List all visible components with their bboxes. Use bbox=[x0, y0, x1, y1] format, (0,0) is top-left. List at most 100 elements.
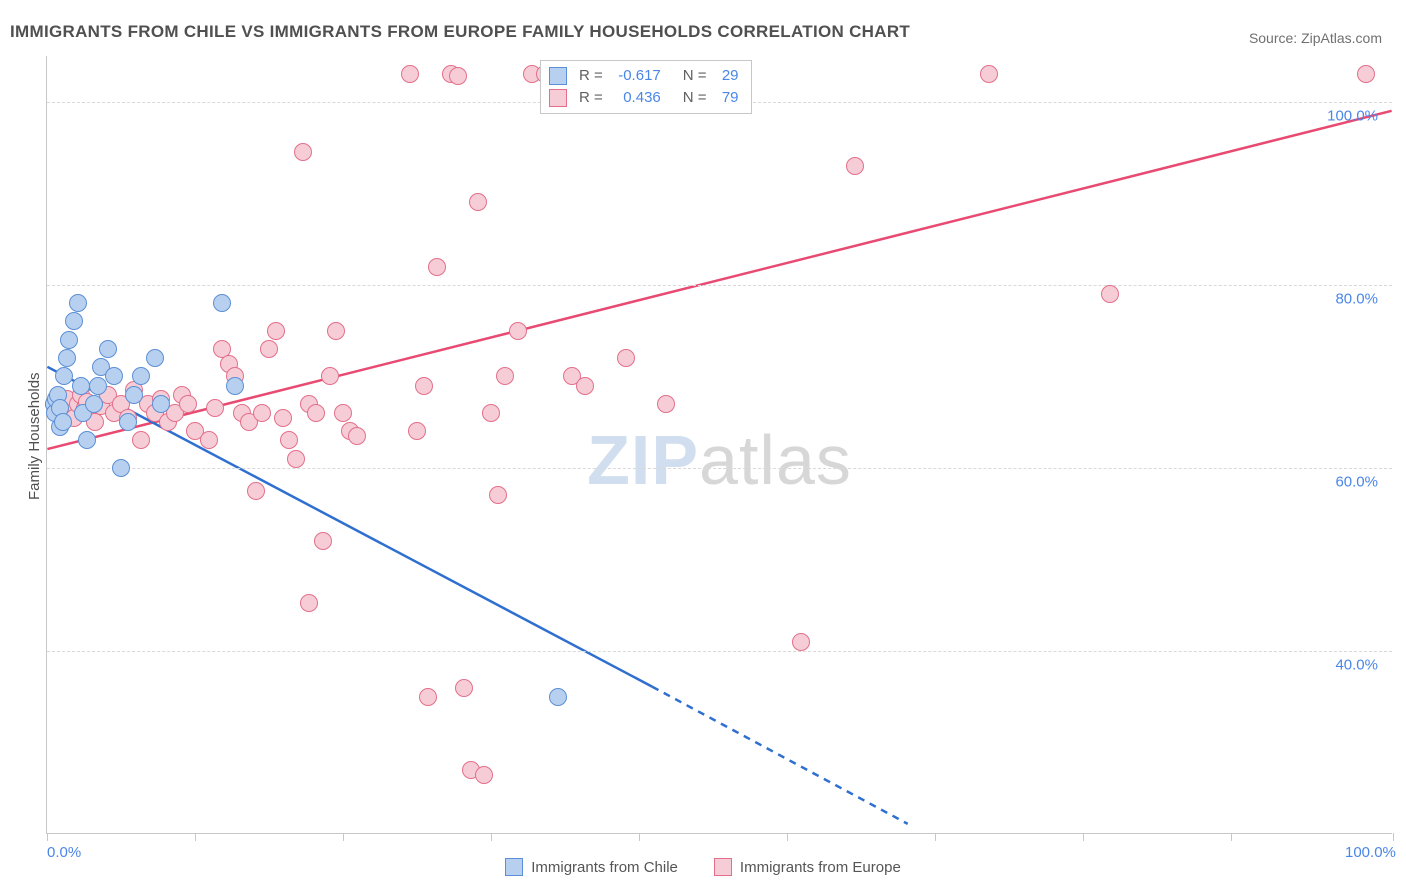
stats-n-value: 79 bbox=[715, 87, 739, 109]
stats-row: R = 0.436 N = 79 bbox=[549, 87, 739, 109]
x-tick bbox=[787, 833, 788, 841]
grid-line bbox=[47, 651, 1392, 652]
chile-point bbox=[119, 413, 137, 431]
europe-point bbox=[419, 688, 437, 706]
grid-line bbox=[47, 468, 1392, 469]
y-tick-label: 80.0% bbox=[1335, 290, 1378, 307]
chile-point bbox=[226, 377, 244, 395]
europe-point bbox=[1101, 285, 1119, 303]
europe-point bbox=[294, 143, 312, 161]
x-tick bbox=[491, 833, 492, 841]
chile-point bbox=[58, 349, 76, 367]
europe-point bbox=[300, 594, 318, 612]
grid-line bbox=[47, 285, 1392, 286]
europe-point bbox=[327, 322, 345, 340]
europe-point bbox=[206, 399, 224, 417]
chart-title: IMMIGRANTS FROM CHILE VS IMMIGRANTS FROM… bbox=[10, 22, 910, 42]
chile-point bbox=[69, 294, 87, 312]
watermark-atlas: atlas bbox=[699, 421, 852, 499]
stats-r-value: -0.617 bbox=[611, 65, 661, 87]
watermark: ZIPatlas bbox=[587, 420, 852, 500]
chile-point bbox=[105, 367, 123, 385]
europe-point bbox=[401, 65, 419, 83]
europe-point bbox=[253, 404, 271, 422]
europe-point bbox=[321, 367, 339, 385]
stats-r-label: R = bbox=[579, 65, 603, 87]
europe-point bbox=[455, 679, 473, 697]
x-tick bbox=[1083, 833, 1084, 841]
chile-point bbox=[54, 413, 72, 431]
europe-point bbox=[307, 404, 325, 422]
europe-point bbox=[980, 65, 998, 83]
chile-point bbox=[55, 367, 73, 385]
europe-point bbox=[334, 404, 352, 422]
stats-swatch bbox=[549, 67, 567, 85]
y-tick-label: 40.0% bbox=[1335, 656, 1378, 673]
europe-point bbox=[314, 532, 332, 550]
chile-point bbox=[60, 331, 78, 349]
chile-point bbox=[65, 312, 83, 330]
chile-point bbox=[213, 294, 231, 312]
stats-r-value: 0.436 bbox=[611, 87, 661, 109]
stats-n-value: 29 bbox=[715, 65, 739, 87]
chile-point bbox=[78, 431, 96, 449]
x-tick bbox=[1393, 833, 1394, 841]
europe-point bbox=[274, 409, 292, 427]
x-tick bbox=[47, 833, 48, 841]
legend-label: Immigrants from Europe bbox=[740, 859, 901, 876]
x-tick bbox=[343, 833, 344, 841]
europe-point bbox=[179, 395, 197, 413]
plot-area: ZIPatlas 40.0%60.0%80.0%100.0%0.0%100.0% bbox=[46, 56, 1392, 834]
europe-point bbox=[132, 431, 150, 449]
europe-point bbox=[617, 349, 635, 367]
y-tick-label: 60.0% bbox=[1335, 473, 1378, 490]
chile-point bbox=[146, 349, 164, 367]
stats-r-label: R = bbox=[579, 87, 603, 109]
x-tick bbox=[639, 833, 640, 841]
stats-row: R = -0.617 N = 29 bbox=[549, 65, 739, 87]
legend-label: Immigrants from Chile bbox=[531, 859, 678, 876]
watermark-zip: ZIP bbox=[587, 421, 699, 499]
europe-point bbox=[280, 431, 298, 449]
europe-point bbox=[415, 377, 433, 395]
y-tick-label: 100.0% bbox=[1327, 107, 1378, 124]
chile-point bbox=[99, 340, 117, 358]
legend-item: Immigrants from Chile bbox=[505, 858, 678, 876]
chile-point bbox=[89, 377, 107, 395]
europe-point bbox=[200, 431, 218, 449]
stats-n-label: N = bbox=[683, 87, 707, 109]
europe-point bbox=[408, 422, 426, 440]
europe-point bbox=[846, 157, 864, 175]
europe-point bbox=[576, 377, 594, 395]
europe-point bbox=[489, 486, 507, 504]
europe-point bbox=[449, 67, 467, 85]
y-axis-title: Family Households bbox=[26, 372, 43, 500]
chile-point bbox=[132, 367, 150, 385]
chile-point bbox=[549, 688, 567, 706]
x-tick bbox=[195, 833, 196, 841]
x-tick bbox=[935, 833, 936, 841]
regression-line bbox=[652, 687, 907, 824]
legend-swatch bbox=[714, 858, 732, 876]
chile-point bbox=[125, 386, 143, 404]
chile-point bbox=[72, 377, 90, 395]
regression-lines-layer bbox=[47, 56, 1392, 833]
europe-point bbox=[287, 450, 305, 468]
chile-point bbox=[85, 395, 103, 413]
europe-point bbox=[247, 482, 265, 500]
europe-point bbox=[496, 367, 514, 385]
europe-point bbox=[482, 404, 500, 422]
stats-box: R = -0.617 N = 29 R = 0.436 N = 79 bbox=[540, 60, 752, 114]
europe-point bbox=[657, 395, 675, 413]
chile-point bbox=[152, 395, 170, 413]
europe-point bbox=[428, 258, 446, 276]
legend-swatch bbox=[505, 858, 523, 876]
europe-point bbox=[1357, 65, 1375, 83]
stats-n-label: N = bbox=[683, 65, 707, 87]
europe-point bbox=[792, 633, 810, 651]
europe-point bbox=[509, 322, 527, 340]
europe-point bbox=[267, 322, 285, 340]
legend-item: Immigrants from Europe bbox=[714, 858, 901, 876]
europe-point bbox=[475, 766, 493, 784]
source-attribution: Source: ZipAtlas.com bbox=[1249, 30, 1382, 46]
